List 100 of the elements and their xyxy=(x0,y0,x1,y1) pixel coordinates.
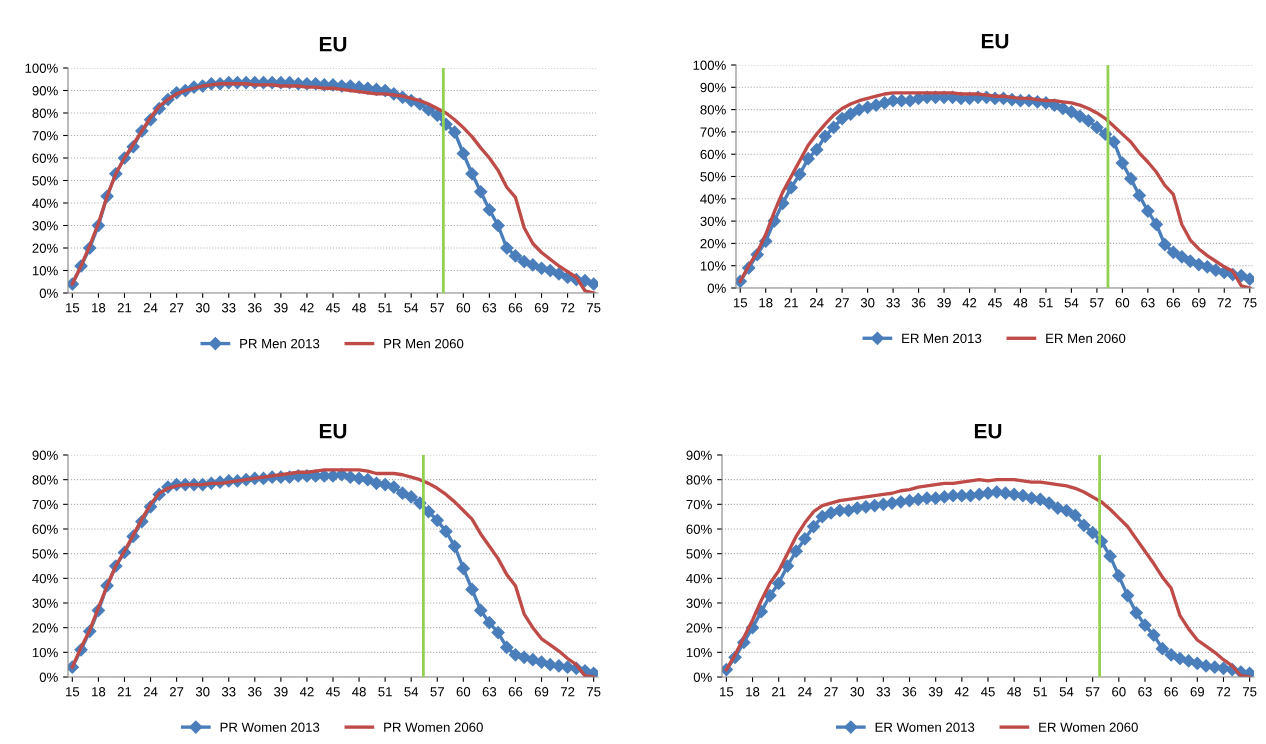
x-tick-label: 57 xyxy=(1090,298,1104,308)
legend-label: ER Men 2060 xyxy=(1046,333,1126,344)
x-tick-label: 54 xyxy=(404,303,419,313)
legend-label: PR Men 2060 xyxy=(384,338,464,349)
x-tick-label: 45 xyxy=(325,303,340,313)
y-tick-label: 60% xyxy=(32,153,58,163)
x-tick-label: 27 xyxy=(169,303,184,313)
y-tick-label: 30% xyxy=(32,598,58,608)
x-tick-label: 24 xyxy=(798,687,812,697)
x-tick-label: 27 xyxy=(824,687,838,697)
x-tick-label: 18 xyxy=(92,687,106,697)
chart-title: EU xyxy=(981,34,1009,49)
y-tick-label: 50% xyxy=(700,172,726,182)
y-tick-label: 20% xyxy=(686,623,712,633)
x-tick-label: 33 xyxy=(221,687,236,697)
x-tick-label: 57 xyxy=(1085,687,1100,697)
legend-label: ER Men 2013 xyxy=(902,333,982,344)
x-tick-label: 60 xyxy=(1112,687,1126,697)
y-tick-label: 90% xyxy=(32,86,58,96)
x-tick-label: 60 xyxy=(456,687,471,697)
x-tick-label: 51 xyxy=(378,687,392,697)
chart-title: EU xyxy=(319,424,347,439)
x-tick-label: 63 xyxy=(1141,298,1155,308)
x-tick-label: 15 xyxy=(720,687,734,697)
x-tick-label: 36 xyxy=(247,687,262,697)
y-tick-label: 10% xyxy=(32,647,58,658)
y-tick-label: 30% xyxy=(700,216,726,227)
x-tick-label: 39 xyxy=(274,303,288,313)
x-tick-label: 60 xyxy=(1115,298,1130,308)
y-tick-label: 70% xyxy=(686,499,712,510)
x-tick-label: 75 xyxy=(586,687,601,697)
x-tick-label: 63 xyxy=(482,303,497,313)
y-tick-label: 10% xyxy=(700,261,726,271)
y-tick-label: 10% xyxy=(32,266,58,276)
x-tick-label: 18 xyxy=(92,303,106,313)
x-tick-label: 15 xyxy=(733,298,748,308)
x-tick-label: 30 xyxy=(860,298,875,308)
y-tick-label: 70% xyxy=(32,131,58,141)
x-tick-label: 75 xyxy=(586,303,601,313)
x-tick-label: 21 xyxy=(784,298,798,308)
y-tick-label: 80% xyxy=(32,108,58,118)
y-tick-label: 100% xyxy=(25,63,58,73)
y-tick-label: 90% xyxy=(700,82,726,93)
x-tick-label: 21 xyxy=(117,687,132,697)
x-tick-label: 48 xyxy=(352,303,366,313)
x-tick-label: 27 xyxy=(835,298,849,308)
x-tick-label: 24 xyxy=(143,303,158,313)
x-tick-label: 42 xyxy=(299,303,314,313)
x-tick-label: 57 xyxy=(430,303,444,313)
x-tick-label: 24 xyxy=(810,298,824,308)
y-tick-label: 0% xyxy=(693,672,712,682)
x-tick-label: 66 xyxy=(508,303,523,313)
x-tick-label: 48 xyxy=(1007,687,1021,697)
y-tick-label: 60% xyxy=(32,524,58,534)
y-tick-label: 60% xyxy=(686,524,712,534)
x-tick-label: 18 xyxy=(759,298,773,308)
x-tick-label: 54 xyxy=(1059,687,1074,697)
x-tick-label: 42 xyxy=(954,687,969,697)
y-tick-label: 20% xyxy=(32,243,58,253)
x-tick-label: 36 xyxy=(911,298,926,308)
y-tick-label: 30% xyxy=(686,598,712,608)
x-tick-label: 63 xyxy=(1138,687,1152,697)
y-tick-label: 40% xyxy=(686,573,712,584)
y-tick-label: 20% xyxy=(700,238,726,249)
x-tick-label: 42 xyxy=(299,687,314,697)
x-tick-label: 75 xyxy=(1242,687,1257,697)
y-tick-label: 10% xyxy=(686,647,712,658)
x-tick-label: 60 xyxy=(456,303,471,313)
x-tick-label: 15 xyxy=(66,687,80,697)
x-tick-label: 21 xyxy=(117,303,132,313)
y-tick-label: 20% xyxy=(32,623,58,633)
y-tick-label: 80% xyxy=(700,105,726,115)
x-tick-label: 51 xyxy=(1039,298,1053,308)
x-tick-label: 72 xyxy=(560,303,575,313)
x-tick-label: 72 xyxy=(1217,298,1231,308)
legend-label: PR Women 2013 xyxy=(220,722,320,732)
x-tick-label: 45 xyxy=(325,687,340,697)
x-tick-label: 45 xyxy=(987,298,1002,308)
y-tick-label: 50% xyxy=(32,176,58,186)
x-tick-label: 30 xyxy=(195,687,210,697)
x-tick-label: 24 xyxy=(143,687,158,697)
x-tick-label: 33 xyxy=(886,298,900,308)
y-tick-label: 40% xyxy=(32,198,58,208)
x-tick-label: 45 xyxy=(980,687,995,697)
y-tick-label: 40% xyxy=(700,194,726,204)
x-tick-label: 57 xyxy=(430,687,444,697)
x-tick-label: 66 xyxy=(1164,687,1178,697)
x-tick-label: 66 xyxy=(508,687,523,697)
x-tick-label: 33 xyxy=(876,687,891,697)
x-tick-label: 42 xyxy=(962,298,977,308)
y-tick-label: 70% xyxy=(700,127,726,137)
chart-title: EU xyxy=(319,37,347,52)
y-tick-label: 40% xyxy=(32,573,58,584)
x-tick-label: 39 xyxy=(274,687,288,697)
legend-label: ER Women 2060 xyxy=(1039,722,1138,732)
x-tick-label: 30 xyxy=(850,687,864,697)
x-tick-label: 39 xyxy=(928,687,943,697)
y-tick-label: 80% xyxy=(686,475,712,485)
x-tick-label: 66 xyxy=(1166,298,1181,308)
y-tick-label: 70% xyxy=(32,499,58,510)
